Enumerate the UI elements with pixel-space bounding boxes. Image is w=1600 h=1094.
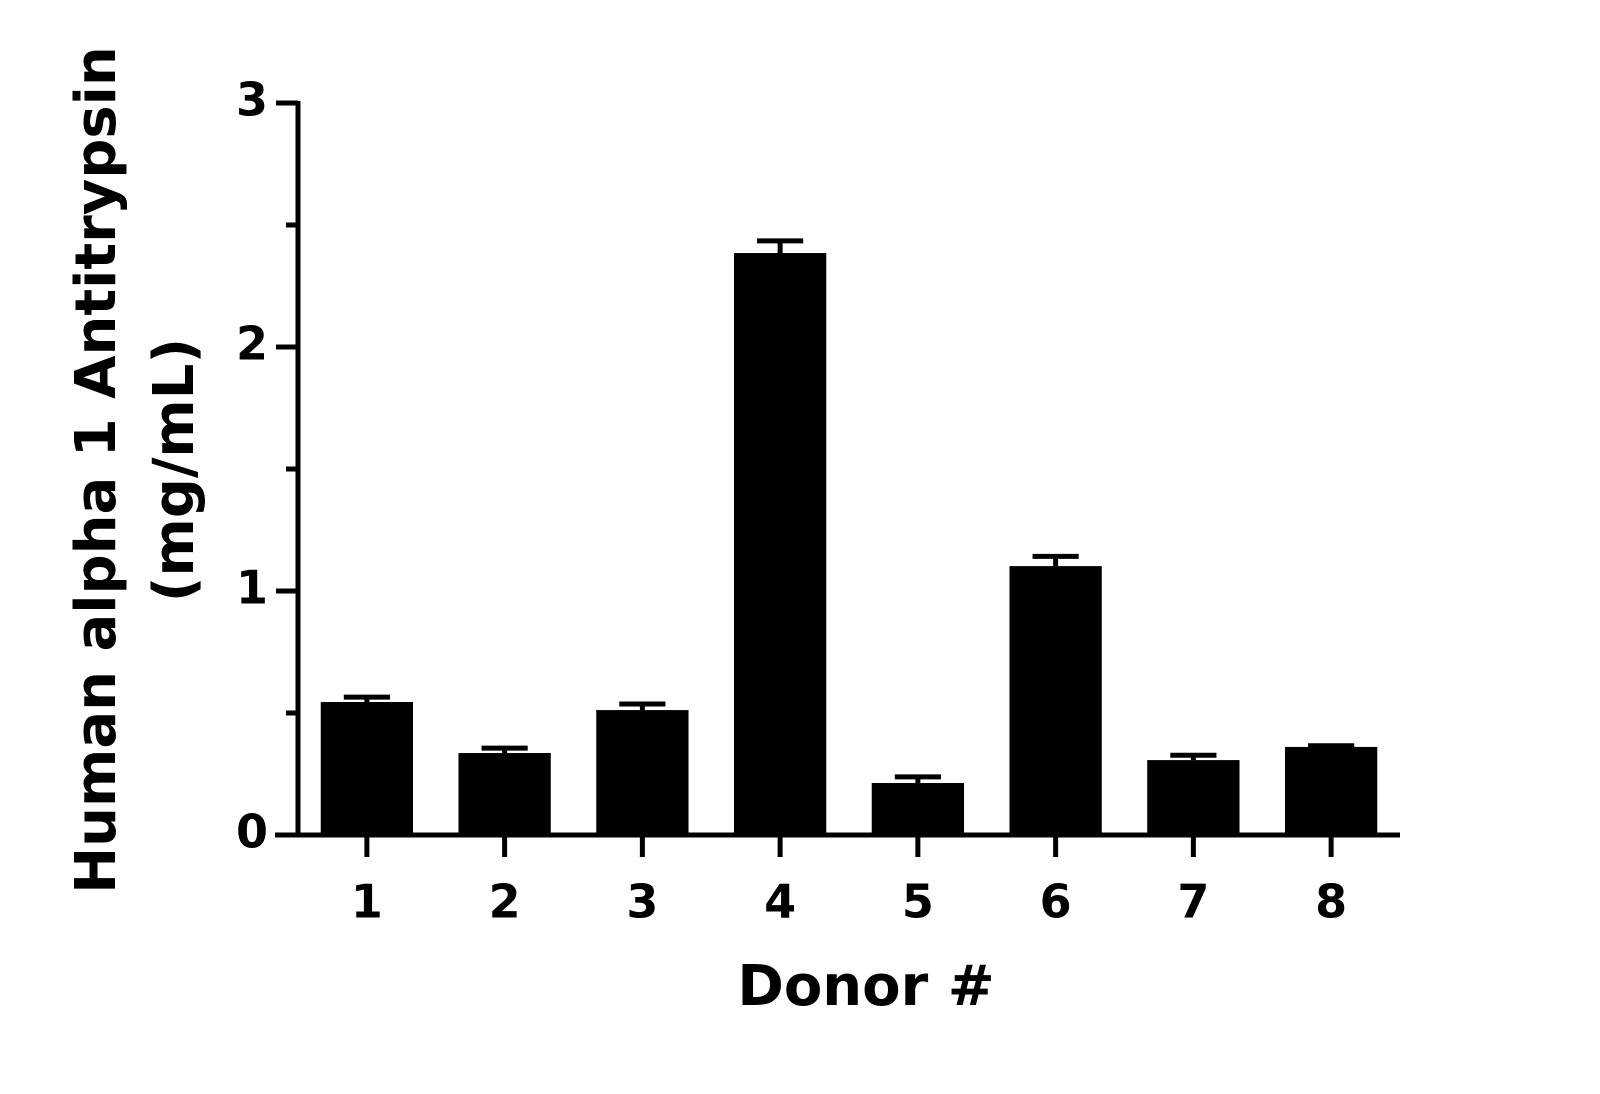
error-bar [1032, 553, 1079, 567]
bar [1009, 566, 1102, 835]
y-tick-label: 3 [236, 73, 268, 127]
y-tick-label: 1 [236, 561, 268, 615]
x-tick-label: 6 [1040, 875, 1072, 929]
bar [1147, 760, 1240, 835]
error-bar [481, 745, 528, 754]
bar [320, 702, 414, 835]
x-tick-label: 7 [1177, 875, 1209, 929]
error-bar [1170, 752, 1217, 761]
error-bar [343, 694, 390, 703]
y-axis-label-line: (mg/mL) [142, 338, 207, 602]
y-axis-label-line: Human alpha 1 Antitrypsin [64, 46, 129, 893]
error-bar [1308, 743, 1355, 749]
error-bar [894, 774, 941, 784]
x-tick-label: 4 [764, 875, 796, 929]
error-bar [757, 238, 804, 254]
bar [1284, 746, 1378, 835]
error-bar [619, 701, 666, 711]
y-tick-label: 0 [236, 805, 268, 859]
x-tick-label: 5 [902, 875, 934, 929]
bar [871, 783, 965, 835]
y-tick-label: 2 [236, 317, 268, 371]
bar [458, 753, 551, 835]
x-tick-label: 8 [1315, 875, 1347, 929]
y-axis-label: Human alpha 1 Antitrypsin (mg/mL) [64, 46, 207, 893]
x-tick-label: 1 [351, 875, 383, 929]
bar [733, 253, 827, 835]
x-axis-label: Donor # [737, 954, 994, 1019]
x-tick-label: 2 [489, 875, 521, 929]
x-tick-label: 3 [626, 875, 658, 929]
bar [596, 710, 689, 835]
